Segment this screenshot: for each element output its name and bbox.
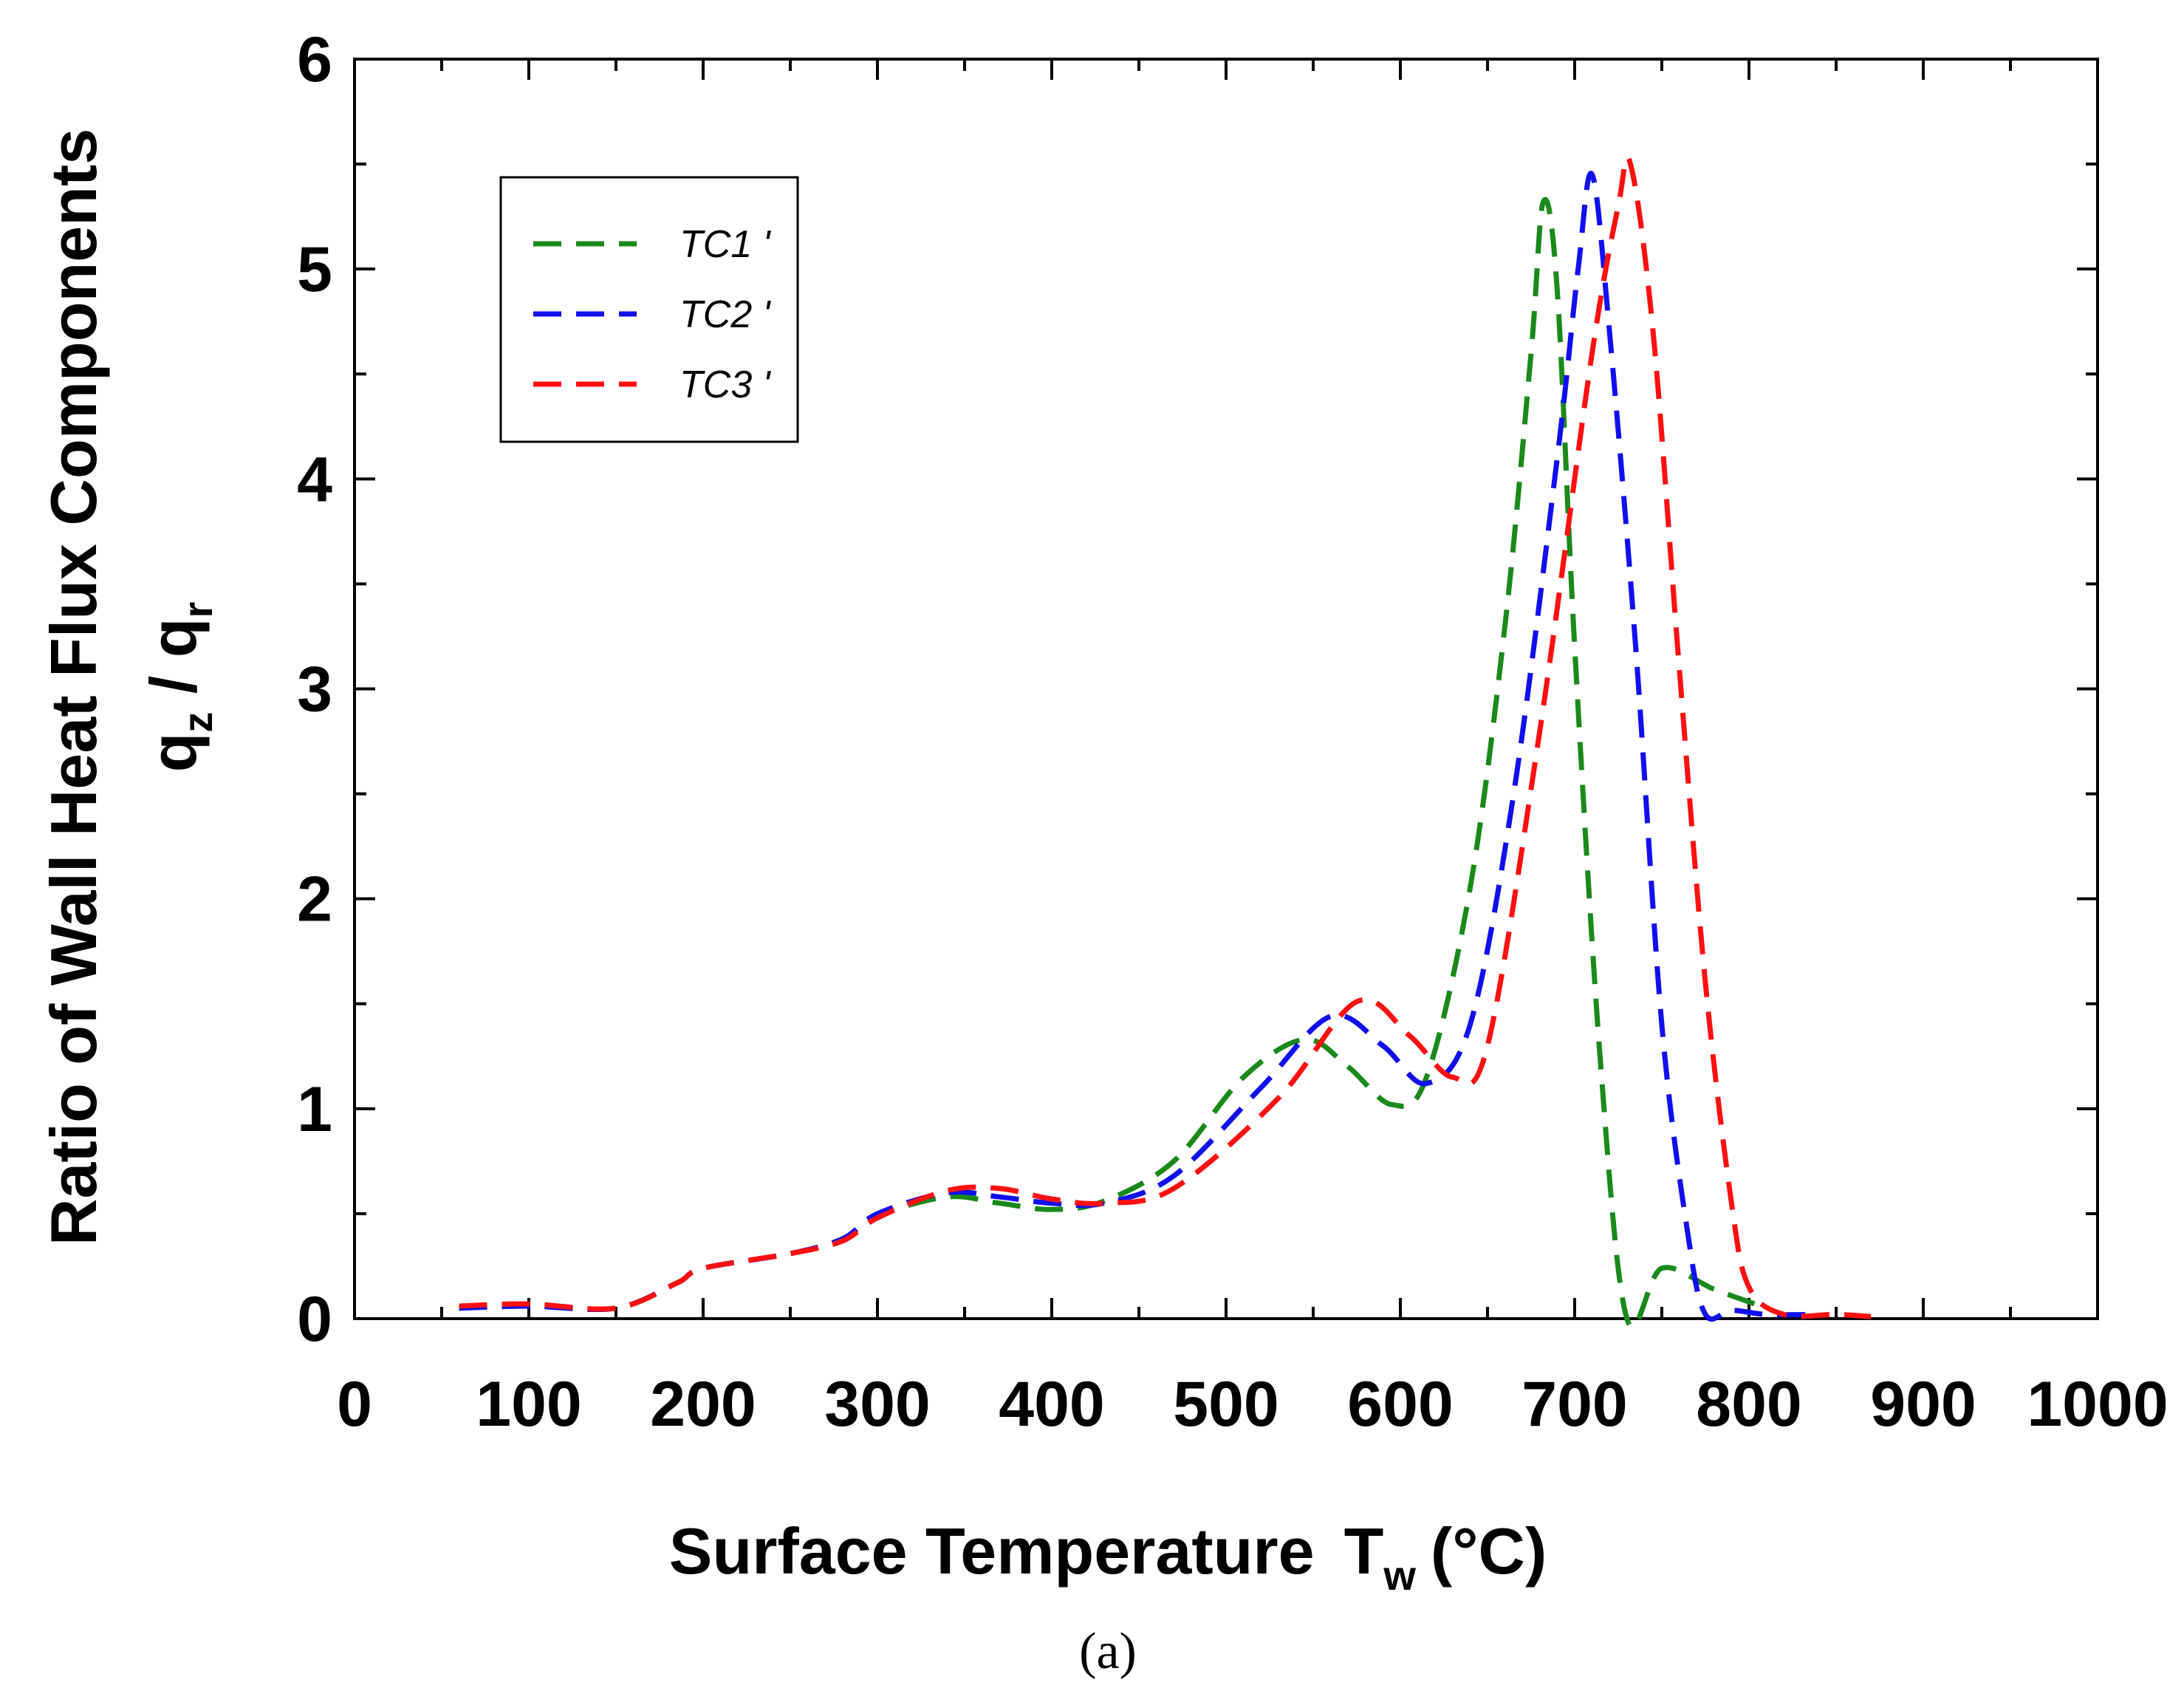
x-tick-label: 0 [337,1369,372,1440]
series-line-3 [459,154,1872,1319]
y-tick-label: 6 [297,24,332,95]
legend-label-2: TC2 ' [679,293,772,336]
series-layer [459,154,1872,1330]
legend-label-1: TC1 ' [679,223,772,266]
legend-label-3: TC3 ' [679,363,772,406]
x-tick-label: 900 [1870,1369,1976,1440]
y-axis-title-line1: Ratio of Wall Heat Flux Components [37,129,110,1246]
legend-box [499,176,799,443]
x-tick-label: 600 [1347,1369,1454,1440]
legend: TC1 ' TC2 ' TC3 ' [499,176,799,443]
y-tick-label: 5 [297,234,332,305]
y-tick-label: 4 [297,444,332,515]
x-tick-label: 200 [650,1369,756,1440]
x-tick-label: 1000 [2027,1369,2168,1440]
x-tick-label: 800 [1696,1369,1802,1440]
axis-ticks [353,58,2099,1320]
x-tick-label: 500 [1173,1369,1279,1440]
x-tick-label: 300 [824,1369,931,1440]
axis-tick-labels: 0 100 200 300 400 500 600 700 800 900 1000 0 1 2 3 4 5 6 [297,24,2168,1440]
y-tick-label: 0 [297,1284,332,1355]
y-axis-title-line2: qz / qr [137,602,221,773]
y-tick-label: 2 [297,864,332,935]
y-tick-label: 3 [297,655,332,725]
series-line-1 [459,197,1767,1330]
x-tick-label: 100 [476,1369,582,1440]
y-tick-label: 1 [297,1074,332,1145]
x-axis-title: Surface Temperature Tw (°C) [669,1514,1547,1599]
panel-label: (a) [1079,1623,1137,1680]
x-tick-label: 700 [1521,1369,1628,1440]
x-tick-label: 400 [999,1369,1105,1440]
